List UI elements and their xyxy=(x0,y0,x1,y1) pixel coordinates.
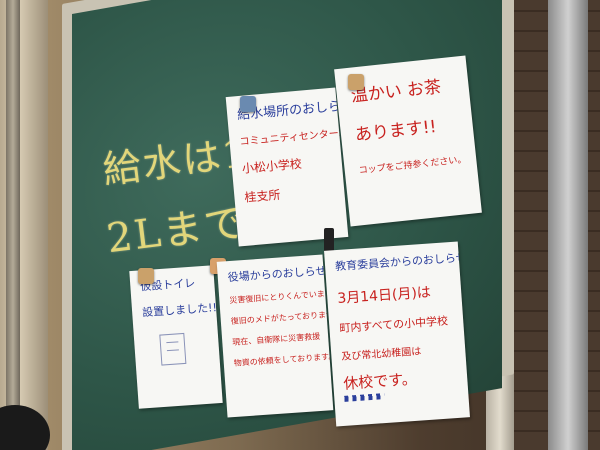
notice-title: 教育委員会からのおしらせ xyxy=(334,250,468,274)
education-notice: 教育委員会からのおしらせ 3月14日(月)は 町内すべての小中学校 及び常北幼稚… xyxy=(324,241,470,427)
notice-line: 現在、自衛隊に災害救援 xyxy=(232,331,321,347)
notice-line: 災害復旧にとりくんでいますが xyxy=(229,288,334,306)
notice-line: 復旧のメドがたっておりません。 xyxy=(230,308,334,327)
notice-line: あります!! xyxy=(354,117,438,146)
magnet xyxy=(240,96,256,112)
notice-line: 3月14日(月)は xyxy=(336,284,432,308)
notice-line: 町内すべての小中学校 xyxy=(339,314,449,335)
magnet xyxy=(348,74,364,90)
notice-line: コップをご持参ください。 xyxy=(358,155,467,177)
toilet-notice: 仮設トイレ 設置しました!! xyxy=(129,265,223,409)
toilet-sketch xyxy=(159,332,187,366)
notice-line: 桂支所 xyxy=(243,187,282,205)
notice-title: 役場からのおしらせ xyxy=(227,264,327,285)
binder-clip xyxy=(324,228,334,256)
notice-line: コミュニティセンター城里 xyxy=(239,126,349,149)
notice-line: 休校です。 xyxy=(342,369,418,393)
notice-line: 設置しました!! xyxy=(141,301,218,320)
metal-rail xyxy=(548,0,588,450)
notice-line: 及び常北幼稚園は xyxy=(341,346,422,363)
notice-line: 温かい お茶 xyxy=(350,77,443,107)
drain-pipe xyxy=(6,0,20,450)
office-notice: 役場からのおしらせ 災害復旧にとりくんでいますが 復旧のメドがたっておりません。… xyxy=(216,254,334,418)
underline-squiggle xyxy=(344,393,385,402)
notice-line: 小松小学校 xyxy=(241,156,303,176)
magnet xyxy=(138,268,154,284)
notice-line: 物資の依頼をしております。 xyxy=(233,351,334,368)
